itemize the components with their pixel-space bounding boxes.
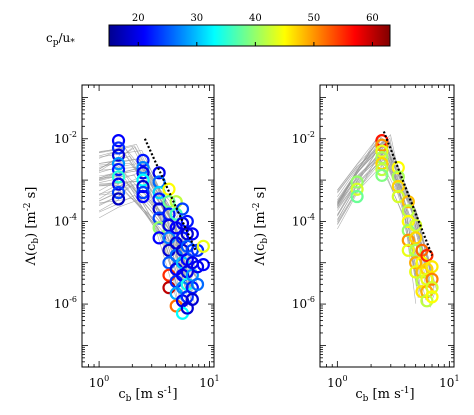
- data-point: [190, 277, 205, 291]
- x-tick-label: 101: [199, 374, 219, 390]
- data-point: [152, 202, 166, 216]
- x-tick-label: 100: [327, 374, 347, 390]
- right-panel: 100 101 10-6 10-4 10-2 Λ(cb) [m-2 s] cb [m s…: [252, 84, 460, 404]
- data-point: [185, 227, 199, 241]
- data-point: [350, 182, 364, 196]
- data-point: [185, 292, 199, 306]
- colorbar-label: cp/u*: [46, 31, 75, 48]
- data-point: [350, 189, 364, 204]
- data-point: [391, 161, 405, 175]
- data-point: [425, 260, 439, 274]
- data-point: [136, 153, 150, 167]
- colorbar-ticks: 20 30 40 50 60: [132, 13, 379, 46]
- x-tick-label: 100: [89, 374, 109, 390]
- data-point: [196, 239, 210, 253]
- data-point: [409, 231, 423, 245]
- data-point: [425, 272, 439, 286]
- y-tick-label: 10-4: [54, 212, 77, 228]
- y-tick-label: 10-6: [54, 295, 77, 311]
- data-point: [425, 290, 439, 304]
- data-point: [162, 182, 176, 196]
- colorbar-tick-label: 60: [366, 13, 379, 24]
- left-scatter-points: [111, 134, 210, 320]
- data-point: [401, 214, 415, 229]
- data-point: [136, 173, 150, 187]
- data-point: [401, 243, 415, 257]
- y-tick-label: 10-2: [292, 130, 315, 146]
- data-point: [111, 177, 126, 191]
- data-point: [425, 281, 439, 295]
- data-point: [136, 161, 150, 175]
- colorbar-tick-label: 40: [249, 13, 262, 24]
- right-axis-ticks: 100 101 10-6 10-4 10-2: [292, 84, 460, 390]
- data-point: [391, 170, 405, 184]
- data-point: [111, 141, 126, 155]
- model-curve: [99, 145, 189, 274]
- model-curve: [337, 136, 430, 274]
- data-point: [409, 243, 423, 257]
- data-point: [162, 218, 176, 233]
- data-point: [190, 260, 205, 274]
- data-point: [375, 144, 389, 158]
- model-curve: [98, 182, 184, 307]
- data-point: [350, 175, 364, 189]
- data-point: [391, 189, 405, 204]
- data-point: [180, 214, 194, 229]
- colorbar-gradient: [108, 24, 391, 47]
- data-point: [152, 166, 166, 180]
- y-tick-label: 10-2: [54, 130, 77, 146]
- data-point: [111, 162, 126, 177]
- data-point: [409, 256, 423, 270]
- data-point: [136, 189, 150, 204]
- colorbar-tick-label: 30: [190, 13, 203, 24]
- data-point: [136, 166, 150, 180]
- right-ylabel: Λ(cb) [m-2 s]: [252, 187, 270, 267]
- colorbar: cp/u* 20 30 40 50 60: [46, 13, 391, 48]
- colorbar-tick-label: 50: [308, 13, 321, 24]
- model-curve: [337, 145, 436, 296]
- data-point: [196, 258, 210, 272]
- data-point: [420, 248, 434, 263]
- left-panel: 100 101 10-6 10-4 10-2 Λ(cb) [m-2 s] cb [m s…: [23, 84, 220, 404]
- y-tick-label: 10-4: [292, 212, 315, 228]
- colorbar-tick-label: 20: [132, 13, 145, 24]
- data-point: [375, 168, 389, 182]
- left-xlabel: cb [m s-1]: [118, 386, 177, 404]
- dotted-fit-line: [143, 138, 197, 251]
- right-xlabel: cb [m s-1]: [355, 386, 414, 404]
- data-point: [162, 256, 176, 270]
- data-point: [180, 227, 194, 241]
- data-point: [111, 185, 126, 200]
- data-point: [375, 138, 389, 152]
- data-point: [111, 192, 126, 206]
- data-point: [111, 170, 126, 184]
- data-point: [111, 157, 126, 171]
- data-point: [152, 231, 166, 245]
- data-point: [111, 148, 126, 162]
- y-tick-label: 10-6: [292, 295, 315, 311]
- right-plot-frame: [319, 84, 455, 368]
- left-dotted-line: [143, 138, 197, 251]
- left-axis-ticks: 100 101 10-6 10-4 10-2: [54, 84, 220, 390]
- left-plot-frame: [81, 84, 215, 368]
- model-curve: [98, 194, 189, 308]
- data-point: [111, 134, 126, 148]
- data-point: [136, 185, 150, 200]
- data-point: [375, 162, 389, 177]
- right-scatter-points: [350, 134, 439, 308]
- left-ylabel: Λ(cb) [m-2 s]: [23, 187, 41, 267]
- x-tick-label: 101: [439, 374, 459, 390]
